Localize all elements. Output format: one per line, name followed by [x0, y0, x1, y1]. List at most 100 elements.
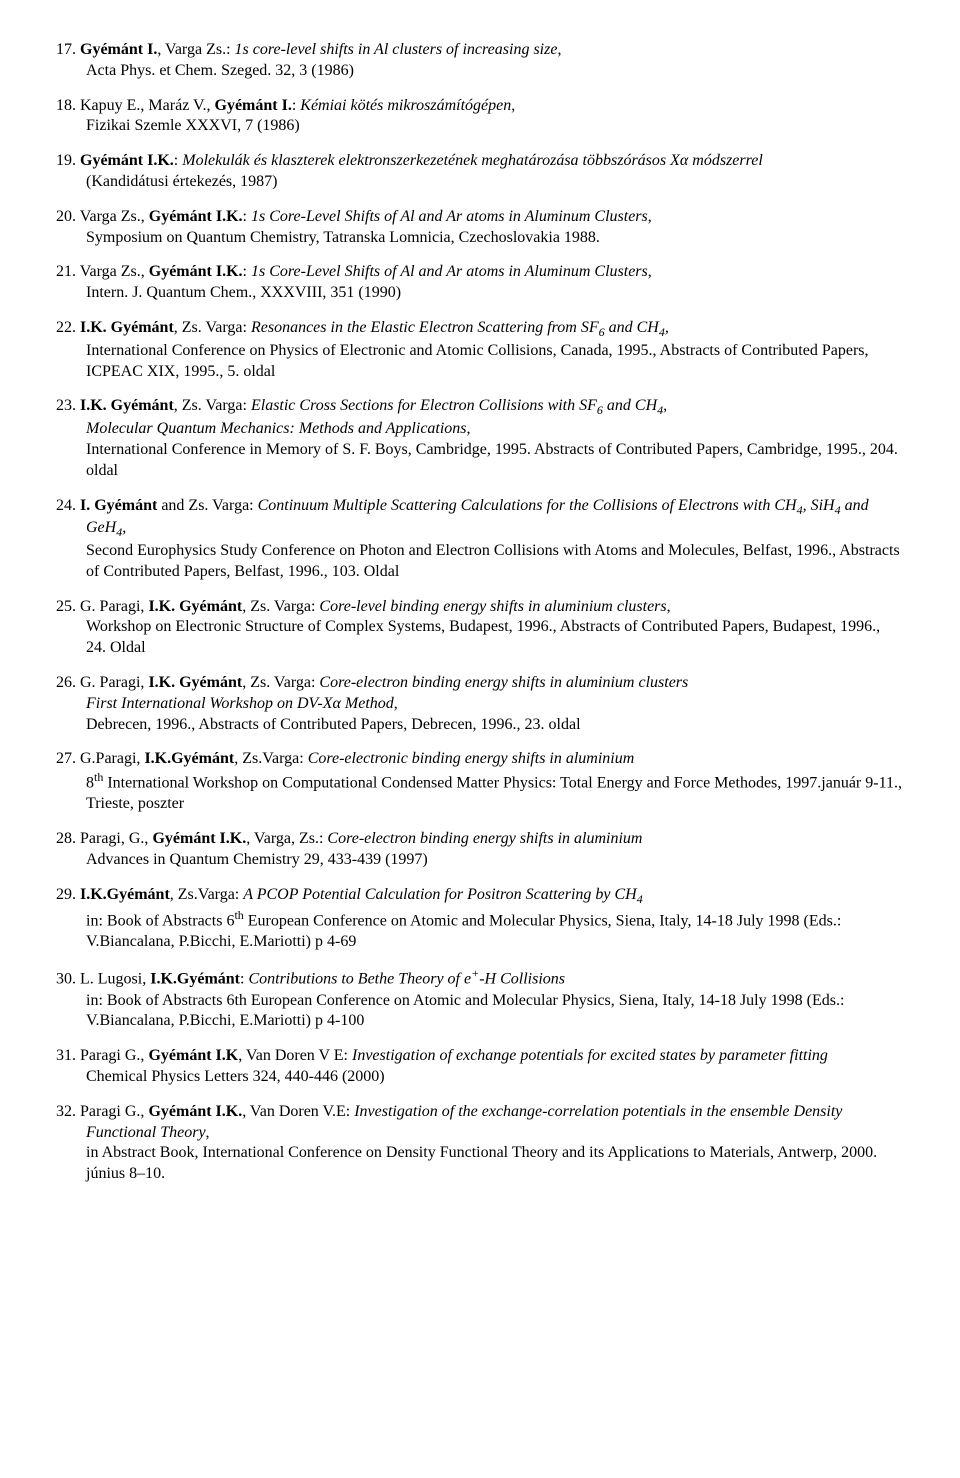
reference-item: 18. Kapuy E., Maráz V., Gyémánt I.: Kémi… [56, 96, 904, 138]
text-segment: , [663, 397, 667, 414]
text-segment: Kapuy E., Maráz V., [80, 97, 215, 114]
text-segment: , [467, 420, 471, 437]
reference-item: 17. Gyémánt I., Varga Zs.: 1s core-level… [56, 40, 904, 82]
text-segment: , Varga Zs.: [157, 41, 234, 58]
text-segment: 1s Core-Level Shifts of Al and Ar atoms … [251, 263, 648, 280]
text-segment: , [648, 263, 652, 280]
reference-number: 18. [56, 97, 80, 114]
text-segment: International Conference in Memory of S.… [86, 441, 898, 479]
text-segment: International Conference on Physics of E… [86, 342, 869, 380]
text-segment: , [557, 41, 561, 58]
text-segment: Gyémánt I.K. [149, 208, 243, 225]
text-segment: Intern. J. Quantum Chem., XXXVIII, 351 (… [86, 284, 401, 301]
text-segment: I.K. Gyémánt [148, 598, 242, 615]
reference-item: 27. G.Paragi, I.K.Gyémánt, Zs.Varga: Cor… [56, 749, 904, 815]
reference-number: 17. [56, 41, 80, 58]
text-segment: and Zs. Varga: [157, 497, 257, 514]
reference-item: 30. L. Lugosi, I.K.Gyémánt: Contribution… [56, 966, 904, 1032]
text-segment: , Zs. Varga: [174, 397, 251, 414]
text-segment: Gyémánt I.K. [149, 263, 243, 280]
text-segment: Paragi G., [80, 1047, 148, 1064]
reference-number: 20. [56, 208, 80, 225]
text-segment: Molecular Quantum Mechanics: Methods and… [86, 420, 467, 437]
text-segment: , Zs. Varga: [174, 319, 251, 336]
text-segment: I.K. Gyémánt [80, 319, 174, 336]
text-segment: , [122, 519, 126, 536]
text-segment: L. Lugosi, [80, 971, 150, 988]
text-segment: + [471, 966, 479, 980]
text-segment: Debrecen, 1996., Abstracts of Contribute… [86, 716, 581, 733]
reference-item: 28. Paragi, G., Gyémánt I.K., Varga, Zs.… [56, 829, 904, 871]
reference-list: 17. Gyémánt I., Varga Zs.: 1s core-level… [56, 40, 904, 1185]
text-segment: , [511, 97, 515, 114]
text-segment: First International Workshop on DV-Xα Me… [86, 695, 394, 712]
text-segment: 4 [637, 892, 643, 906]
text-segment: , Van Doren V.E: [242, 1103, 354, 1120]
text-segment: Acta Phys. et Chem. Szeged. 32, 3 (1986) [86, 62, 354, 79]
text-segment: Gyémánt I.K. [80, 152, 174, 169]
reference-number: 24. [56, 497, 80, 514]
text-segment: Fizikai Szemle XXXVI, 7 (1986) [86, 117, 300, 134]
text-segment: : [243, 263, 251, 280]
text-segment: th [234, 908, 243, 922]
text-segment: Investigation of exchange potentials for… [352, 1047, 828, 1064]
text-segment: , Zs.Varga: [170, 886, 243, 903]
text-segment: 8 [86, 775, 94, 792]
reference-number: 26. [56, 674, 80, 691]
reference-item: 19. Gyémánt I.K.: Molekulák és klasztere… [56, 151, 904, 193]
text-segment: Core-electron binding energy shifts in a… [319, 674, 688, 691]
text-segment: Continuum Multiple Scattering Calculatio… [258, 497, 797, 514]
text-segment: , [648, 208, 652, 225]
reference-item: 29. I.K.Gyémánt, Zs.Varga: A PCOP Potent… [56, 885, 904, 953]
reference-item: 32. Paragi G., Gyémánt I.K., Van Doren V… [56, 1102, 904, 1185]
text-segment: in: Book of Abstracts 6 [86, 912, 234, 929]
reference-number: 28. [56, 830, 80, 847]
text-segment: , [667, 598, 671, 615]
reference-number: 29. [56, 886, 80, 903]
text-segment: , Varga, Zs.: [246, 830, 327, 847]
text-segment: , [665, 319, 669, 336]
text-segment: 1s Core-Level Shifts of Al and Ar atoms … [251, 208, 648, 225]
reference-item: 21. Varga Zs., Gyémánt I.K.: 1s Core-Lev… [56, 262, 904, 304]
text-segment: th [94, 770, 103, 784]
text-segment: : [292, 97, 300, 114]
text-segment: I.K. Gyémánt [80, 397, 174, 414]
text-segment: , Zs. Varga: [242, 598, 319, 615]
text-segment: , SiH [803, 497, 835, 514]
text-segment: -H Collisions [479, 971, 565, 988]
text-segment: I.K.Gyémánt [150, 971, 240, 988]
text-segment: Gyémánt I.K. [152, 830, 246, 847]
text-segment: , Zs.Varga: [234, 750, 307, 767]
text-segment: , Van Doren V E: [238, 1047, 352, 1064]
text-segment: in Abstract Book, International Conferen… [86, 1144, 877, 1182]
text-segment: Gyémánt I.K [148, 1047, 238, 1064]
text-segment: Varga Zs., [80, 208, 149, 225]
text-segment: I.K.Gyémánt [80, 886, 170, 903]
text-segment: Paragi G., [80, 1103, 148, 1120]
text-segment: Core-electron binding energy shifts in a… [327, 830, 642, 847]
text-segment: , [394, 695, 398, 712]
reference-item: 23. I.K. Gyémánt, Zs. Varga: Elastic Cro… [56, 396, 904, 481]
text-segment: Gyémánt I.K. [148, 1103, 242, 1120]
text-segment: I.K.Gyémánt [144, 750, 234, 767]
reference-item: 31. Paragi G., Gyémánt I.K, Van Doren V … [56, 1046, 904, 1088]
text-segment: Symposium on Quantum Chemistry, Tatransk… [86, 229, 600, 246]
text-segment: Molekulák és klaszterek elektronszerkeze… [182, 152, 763, 169]
text-segment: and CH [603, 397, 657, 414]
text-segment: and CH [605, 319, 659, 336]
text-segment: Chemical Physics Letters 324, 440-446 (2… [86, 1068, 385, 1085]
text-segment: : [174, 152, 182, 169]
text-segment: in: Book of Abstracts 6th European Confe… [86, 992, 844, 1030]
reference-number: 32. [56, 1103, 80, 1120]
reference-item: 20. Varga Zs., Gyémánt I.K.: 1s Core-Lev… [56, 207, 904, 249]
reference-number: 21. [56, 263, 80, 280]
reference-number: 25. [56, 598, 80, 615]
reference-item: 25. G. Paragi, I.K. Gyémánt, Zs. Varga: … [56, 597, 904, 659]
text-segment: Resonances in the Elastic Electron Scatt… [251, 319, 599, 336]
text-segment: Gyémánt I. [80, 41, 157, 58]
text-segment: : [243, 208, 251, 225]
reference-number: 30. [56, 971, 80, 988]
text-segment: Elastic Cross Sections for Electron Coll… [251, 397, 597, 414]
text-segment: (Kandidátusi értekezés, 1987) [86, 173, 277, 190]
reference-number: 19. [56, 152, 80, 169]
